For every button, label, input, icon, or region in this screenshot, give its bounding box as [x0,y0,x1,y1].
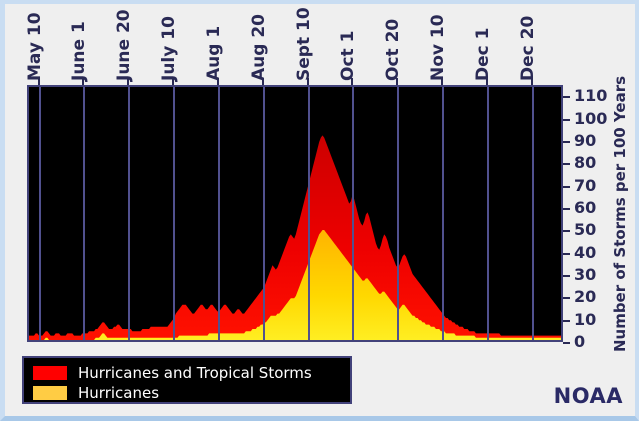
x-tick-label: Oct 1 [338,30,358,81]
x-tick-label: July 10 [159,16,179,81]
y-tick-mark [563,118,570,121]
y-tick-label: 30 [574,264,597,284]
plot-area [27,85,563,342]
gridline [263,87,265,340]
y-tick-mark [563,252,570,255]
x-tick-label: Dec 20 [518,15,538,81]
y-tick-label: 100 [574,108,608,128]
legend-item-hurricanes: Hurricanes [30,383,344,402]
y-tick-mark [563,140,570,143]
y-tick-label: 70 [574,175,597,195]
y-tick-mark [563,96,570,99]
y-tick-mark [563,274,570,277]
y-tick-mark [563,163,570,166]
legend-swatch-storms [33,365,67,380]
y-tick-label: 20 [574,287,597,307]
gridline [487,87,489,340]
gridline [308,87,310,340]
legend-label-hurricanes: Hurricanes [78,383,160,402]
y-tick-mark [563,342,570,344]
x-tick-label: June 20 [114,9,134,81]
x-tick-mark [351,78,353,85]
x-tick-label: June 1 [69,21,89,81]
y-tick-mark [563,207,570,210]
x-tick-mark [172,78,174,85]
area-chart-svg [29,135,561,340]
x-tick-mark [38,78,40,85]
noaa-credit: NOAA [553,384,623,408]
gridline [442,87,444,340]
x-tick-mark [217,78,219,85]
legend-label-storms: Hurricanes and Tropical Storms [78,363,312,382]
y-tick-mark [563,319,570,322]
legend-item-storms: Hurricanes and Tropical Storms [30,363,344,382]
x-tick-label: Dec 1 [473,27,493,81]
x-tick-label: May 10 [25,12,45,81]
legend: Hurricanes and Tropical Storms Hurricane… [22,356,352,404]
y-axis: 0 10 20 30 40 50 60 70 80 90 100 110 [563,85,635,350]
x-tick-label: Nov 10 [428,14,448,81]
y-axis-title-text: Number of Storms per 100 Years [611,75,630,352]
gridline [173,87,175,340]
x-tick-mark [396,78,398,85]
gridline [128,87,130,340]
y-tick-label: 40 [574,242,597,262]
legend-swatch-hurricanes [33,385,67,400]
gridline [39,87,41,340]
x-tick-label: Sept 10 [294,7,314,81]
y-tick-mark [563,185,570,188]
gridline [83,87,85,340]
x-tick-mark [262,78,264,85]
y-tick-label: 0 [574,332,586,351]
series-area-hurricanes [29,229,561,340]
y-tick-label: 60 [574,197,597,217]
y-tick-label: 80 [574,153,597,173]
gridline [352,87,354,340]
x-tick-mark [307,78,309,85]
x-tick-mark [82,78,84,85]
x-tick-mark [127,78,129,85]
plot-inner [29,87,561,340]
y-tick-label: 10 [574,309,597,329]
gridline [218,87,220,340]
x-axis-labels: May 10 June 1 June 20 July 10 Aug 1 Aug 20 Sep… [5,4,635,85]
x-tick-label: Aug 20 [249,13,269,81]
y-tick-label: 90 [574,130,597,150]
series-area-tropical-storms [29,135,561,340]
x-tick-mark [486,78,488,85]
x-tick-mark [441,78,443,85]
x-tick-label: Oct 20 [383,18,403,81]
y-tick-mark [563,297,570,300]
x-tick-label: Aug 1 [204,25,224,81]
gridline [532,87,534,340]
y-tick-label: 50 [574,220,597,240]
y-axis-title: Number of Storms per 100 Years [609,75,631,351]
x-tick-mark [531,78,533,85]
gridline [397,87,399,340]
y-tick-label: 110 [574,86,608,106]
y-tick-mark [563,230,570,233]
